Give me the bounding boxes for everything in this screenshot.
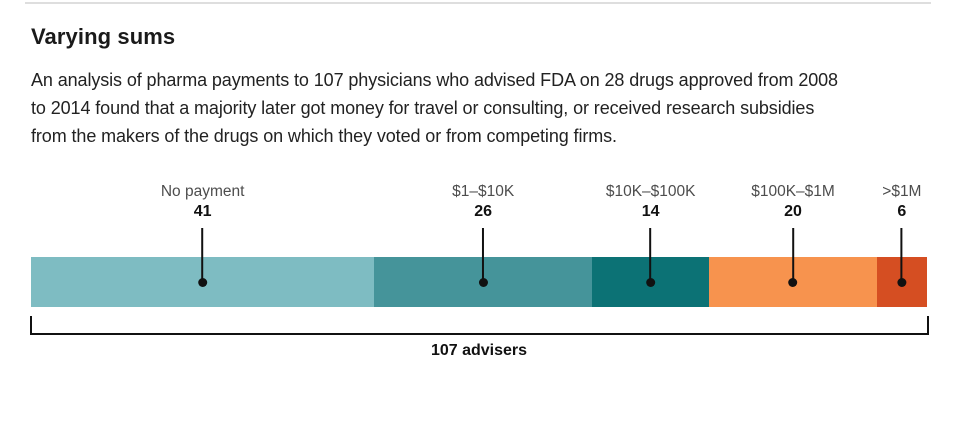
pointer-line [649, 228, 652, 280]
top-divider [25, 2, 931, 4]
total-label: 107 advisers [430, 342, 528, 359]
chart-description: An analysis of pharma payments to 107 ph… [31, 66, 838, 150]
pointer-dot [646, 278, 656, 287]
pointer-line [482, 228, 485, 280]
pointer-line [900, 228, 903, 280]
category-value: 14 [641, 203, 660, 220]
annotation-no-payment: No payment 41 [160, 182, 245, 287]
category-label: $100K–$1M [751, 183, 835, 200]
pointer-dot [788, 278, 798, 287]
pointer-line [201, 228, 204, 280]
category-value: 41 [193, 203, 212, 220]
pointer-dot [478, 278, 488, 287]
category-value: 26 [474, 203, 493, 220]
pointer-dot [897, 278, 907, 287]
category-label: >$1M [882, 183, 922, 200]
annotation-over-1m: >$1M 6 [882, 182, 921, 287]
total-bracket [30, 316, 929, 335]
description-line-3: from the makers of the drugs on which th… [31, 126, 617, 146]
page-title: Varying sums [31, 24, 176, 49]
annotation-1-10k: $1–$10K 26 [452, 182, 514, 287]
annotation-100k-1m: $100K–$1M 20 [751, 182, 835, 287]
category-value: 6 [897, 203, 907, 220]
annotation-10k-100k: $10K–$100K 14 [605, 182, 696, 287]
category-label: $1–$10K [452, 183, 515, 200]
pointer-line [792, 228, 795, 280]
description-line-1: An analysis of pharma payments to 107 ph… [31, 70, 838, 90]
description-line-2: to 2014 found that a majority later got … [31, 98, 815, 118]
category-label: $10K–$100K [605, 183, 696, 200]
pointer-dot [198, 278, 208, 287]
category-value: 20 [784, 203, 802, 220]
category-label: No payment [160, 183, 245, 200]
